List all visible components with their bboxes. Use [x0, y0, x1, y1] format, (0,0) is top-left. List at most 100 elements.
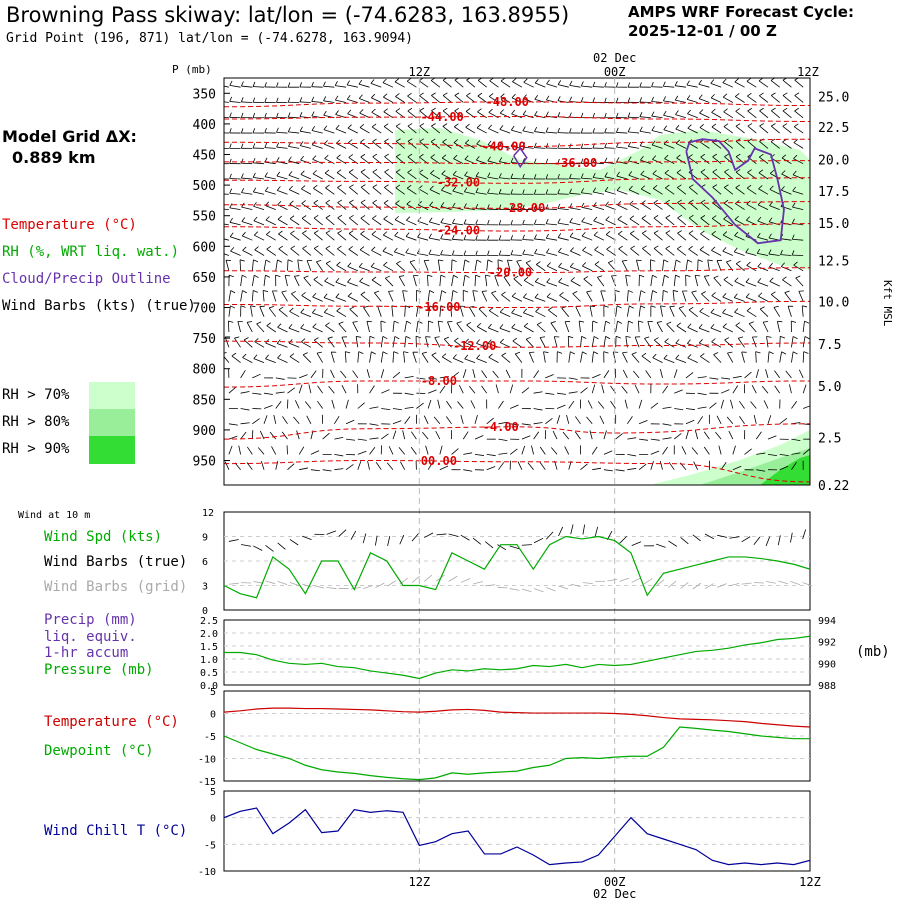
- wind-barb: [794, 107, 804, 119]
- wind-barb: [498, 220, 511, 226]
- wind-barb: [697, 392, 707, 396]
- wind-barb: [275, 460, 279, 470]
- model-grid-label: Model Grid ΔX:: [2, 127, 137, 146]
- wind-barb: [594, 261, 605, 272]
- wind-barb: [288, 156, 300, 165]
- wind-barb: [603, 469, 613, 472]
- wind-barb: [457, 401, 464, 409]
- precip-tick-label: 1.0: [200, 655, 218, 666]
- wind-barb: [229, 96, 241, 103]
- wind-barb: [237, 320, 243, 333]
- wind-barb: [224, 85, 229, 88]
- wind-barb-true: [546, 531, 554, 540]
- wind-barb: [228, 435, 238, 440]
- wind-barb: [697, 416, 704, 425]
- isotherm-label: 00.00: [421, 454, 457, 468]
- wind-barb: [755, 351, 761, 363]
- wind-barb: [557, 80, 569, 88]
- wind-barb: [751, 385, 757, 394]
- wind-barb: [335, 278, 347, 287]
- wind-barb: [335, 124, 347, 134]
- wind-barb: [551, 447, 558, 455]
- wind-barb: [674, 95, 687, 103]
- wind-barb: [582, 262, 593, 272]
- wind-barb: [224, 336, 231, 348]
- wind-barb: [735, 153, 745, 164]
- wind-barb: [559, 292, 569, 302]
- wind-barb: [228, 305, 236, 317]
- wind-barb: [794, 78, 804, 88]
- wind-barb: [263, 415, 268, 424]
- wind-barb: [746, 307, 757, 318]
- legend-precip: Precip (mm): [44, 612, 137, 628]
- wind-barb: [380, 351, 388, 363]
- wind-barb: [299, 374, 308, 379]
- wind-barb: [630, 245, 640, 256]
- wind-barb: [241, 231, 253, 241]
- wind-barb: [441, 170, 452, 180]
- wind-barb: [278, 230, 288, 241]
- wind-barb: [251, 259, 259, 271]
- wind-barb: [688, 230, 698, 241]
- wind-barb: [734, 231, 745, 241]
- wind-barb: [380, 336, 388, 348]
- wind-barb: [556, 415, 561, 424]
- wind-barb: [580, 351, 587, 363]
- wind-barb: [301, 215, 312, 226]
- wind-barb: [313, 199, 323, 210]
- wind-barb: [546, 278, 558, 287]
- wind-barb: [735, 93, 745, 103]
- wind-barb: [358, 79, 370, 88]
- wind-barb: [535, 307, 546, 318]
- wind-barb: [394, 231, 405, 241]
- wind-barb: [510, 125, 522, 134]
- wind-barb: [792, 186, 804, 195]
- wind-barb: [720, 462, 727, 470]
- wind-barb: [474, 435, 484, 440]
- wind-barb: [324, 169, 335, 180]
- wind-barb-grid: [753, 582, 764, 584]
- wind-barb: [289, 353, 300, 363]
- wind-barb: [591, 320, 598, 333]
- wind-barb: [412, 351, 418, 363]
- wind-barb: [734, 308, 745, 318]
- wind-barb: [673, 274, 681, 287]
- wind-barb: [711, 123, 722, 134]
- wind-barb: [268, 305, 277, 317]
- wind-barb: [409, 260, 417, 272]
- wind-barb: [485, 274, 491, 287]
- wind-barb-true: [533, 537, 544, 544]
- wind-barb: [348, 230, 359, 241]
- wind-barb: [767, 435, 777, 440]
- wind-barb: [470, 400, 476, 409]
- wind-barb: [228, 387, 236, 394]
- wind-barb: [252, 187, 265, 195]
- wind-barb: [276, 186, 288, 195]
- wind-barb: [727, 351, 734, 363]
- top-time-tick: 12Z: [408, 65, 430, 79]
- wind-barb: [662, 290, 669, 302]
- wind-barb: [323, 110, 335, 119]
- wind-barb: [383, 215, 394, 226]
- wind-barb: [475, 250, 487, 256]
- wind-barb: [747, 92, 757, 103]
- wind-barb: [546, 292, 558, 302]
- wind-barb: [462, 274, 470, 287]
- wind-barb: [615, 469, 625, 472]
- wind-barb: [476, 354, 487, 363]
- wind-barb: [711, 246, 722, 256]
- wind-barb: [463, 469, 473, 472]
- wind-barb-true: [448, 533, 459, 537]
- wind-barb-grid: [302, 583, 312, 588]
- wind-barb: [534, 293, 546, 302]
- wind-barb: [782, 276, 792, 287]
- wind-barb: [793, 154, 804, 165]
- wind-barb: [687, 124, 698, 134]
- wind-barb: [311, 126, 323, 134]
- wind-barb: [724, 337, 734, 348]
- wind-barb: [440, 218, 452, 226]
- wind-barb: [722, 323, 734, 333]
- wind-barb: [514, 351, 523, 363]
- wind-barb: [288, 185, 300, 195]
- wind-barb: [730, 399, 734, 409]
